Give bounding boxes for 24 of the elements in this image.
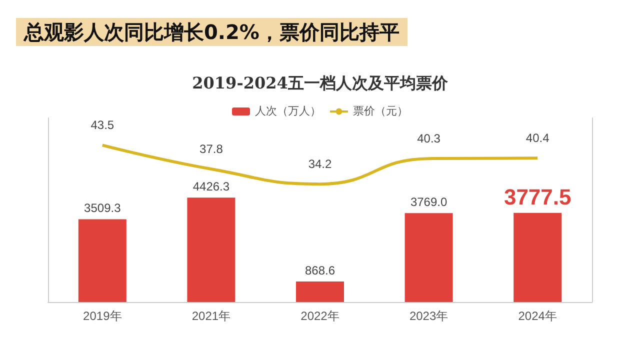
data-label: 34.2 — [308, 157, 332, 172]
x-tick-label: 2022年 — [300, 309, 340, 323]
x-tick-label: 2023年 — [409, 309, 448, 323]
legend-label: 人次（万人） — [255, 106, 321, 118]
legend-label: 票价（元） — [353, 106, 408, 118]
bar — [296, 282, 344, 302]
bar — [187, 198, 236, 302]
bar — [78, 219, 126, 302]
data-label: 43.5 — [90, 118, 114, 132]
x-tick-label: 2019年 — [83, 309, 122, 323]
data-label: 4426.3 — [192, 180, 230, 194]
data-label: 868.6 — [304, 264, 336, 278]
chart-title: 总观影人次同比增长0.2%，票价同比持平 — [23, 20, 400, 44]
data-label: 37.8 — [200, 142, 224, 156]
chart-subtitle: 2019-2024五一档人次及平均票价 — [192, 74, 449, 92]
bar — [514, 212, 562, 302]
data-label: 40.4 — [526, 131, 550, 146]
data-label: 40.3 — [417, 132, 441, 146]
bar — [404, 213, 453, 302]
x-tick-label: 2021年 — [192, 309, 231, 323]
data-label: 3769.0 — [410, 195, 448, 210]
data-label: 3777.5 — [504, 184, 572, 210]
data-label: 3509.3 — [84, 201, 122, 216]
x-tick-label: 2024年 — [518, 309, 557, 323]
